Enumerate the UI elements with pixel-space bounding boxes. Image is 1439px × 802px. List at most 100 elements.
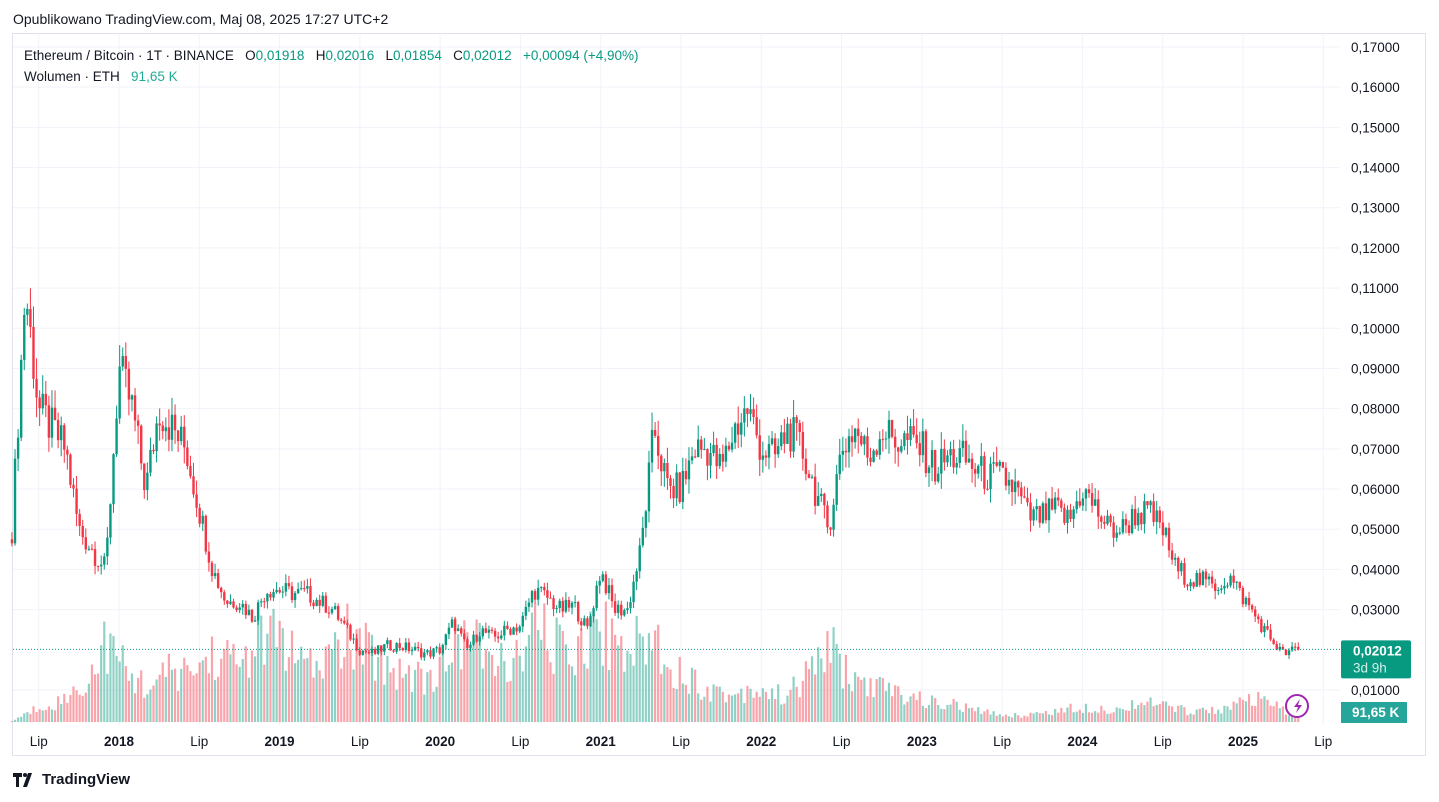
candle-body bbox=[306, 586, 309, 589]
candle-body bbox=[903, 433, 906, 447]
volume-bar bbox=[29, 713, 32, 722]
candle-body bbox=[1217, 589, 1220, 591]
volume-bar bbox=[1004, 714, 1008, 722]
volume-bar bbox=[1204, 709, 1208, 722]
x-tick-label: Lip bbox=[993, 734, 1011, 749]
volume-bar bbox=[490, 654, 494, 722]
tradingview-logo[interactable]: TradingView bbox=[13, 771, 130, 788]
candle-body bbox=[1180, 563, 1183, 572]
volume-bar bbox=[210, 636, 214, 722]
volume-bar bbox=[152, 685, 155, 722]
candle-body bbox=[349, 624, 352, 640]
candle-body bbox=[318, 599, 321, 606]
volume-bar bbox=[743, 703, 746, 722]
candle-body bbox=[770, 438, 774, 444]
volume-bar bbox=[1235, 703, 1238, 722]
volume-bar bbox=[447, 664, 451, 722]
volume-bar bbox=[1060, 707, 1063, 722]
volume-bar bbox=[133, 693, 137, 722]
volume-bar bbox=[1183, 707, 1186, 722]
volume-bar bbox=[1109, 713, 1112, 722]
candle-body bbox=[850, 436, 854, 443]
y-tick-label: 0,12000 bbox=[1351, 241, 1400, 256]
volume-bar bbox=[543, 603, 546, 722]
y-tick-label: 0,04000 bbox=[1351, 562, 1400, 577]
candle-body bbox=[183, 426, 186, 448]
volume-bar bbox=[170, 669, 174, 722]
volume-bar bbox=[900, 694, 903, 722]
volume-bar bbox=[1072, 712, 1075, 722]
candle-body bbox=[75, 488, 78, 514]
volume-bar bbox=[623, 671, 626, 722]
volume-bar bbox=[1023, 715, 1026, 722]
volume-bar bbox=[392, 668, 395, 722]
candle-body bbox=[487, 629, 491, 633]
candle-body bbox=[924, 431, 928, 474]
candle-body bbox=[392, 650, 395, 652]
volume-bar bbox=[697, 693, 700, 722]
volume-bar bbox=[549, 662, 552, 722]
volume-bar bbox=[918, 691, 921, 722]
ohlc-row: Ethereum / Bitcoin · 1T · BINANCE O0,019… bbox=[24, 45, 639, 66]
candle-body bbox=[1170, 550, 1174, 560]
volume-bar bbox=[352, 669, 355, 722]
volume-bar bbox=[595, 619, 598, 722]
candle-body bbox=[992, 462, 995, 464]
volume-bar bbox=[915, 699, 918, 722]
candle-body bbox=[973, 468, 977, 474]
candle-body bbox=[970, 458, 974, 469]
candle-body bbox=[1293, 646, 1297, 648]
candle-body bbox=[863, 436, 866, 445]
volume-bar bbox=[287, 657, 291, 722]
volume-bar bbox=[1103, 710, 1106, 722]
volume-bar bbox=[235, 664, 238, 722]
candle-body bbox=[1210, 576, 1214, 584]
candle-body bbox=[90, 548, 94, 550]
volume-bar bbox=[1038, 713, 1041, 722]
candle-body bbox=[737, 423, 740, 435]
candle-body bbox=[764, 455, 768, 458]
volume-bar bbox=[604, 601, 607, 722]
candle-body bbox=[580, 621, 583, 626]
volume-bar bbox=[755, 691, 758, 722]
candle-body bbox=[260, 601, 263, 603]
candle-body bbox=[1263, 625, 1266, 633]
candle-body bbox=[1081, 498, 1085, 506]
volume-bar bbox=[909, 696, 912, 722]
volume-bar bbox=[260, 615, 263, 722]
candle-body bbox=[315, 599, 318, 607]
volume-bar bbox=[1177, 705, 1180, 722]
candle-body bbox=[1133, 509, 1137, 526]
candle-body bbox=[1115, 532, 1118, 538]
volume-bar bbox=[1186, 715, 1189, 722]
volume-bar bbox=[512, 657, 515, 722]
candle-body bbox=[1047, 498, 1051, 521]
candle-body bbox=[810, 476, 814, 478]
volume-bar bbox=[998, 714, 1001, 722]
candle-body bbox=[607, 585, 611, 594]
volume-bar bbox=[764, 691, 767, 722]
volume-bar bbox=[20, 716, 23, 722]
chart-frame[interactable] bbox=[12, 33, 1426, 756]
candle-body bbox=[352, 638, 355, 640]
candle-body bbox=[361, 650, 364, 655]
candle-body bbox=[333, 606, 337, 610]
volume-bar bbox=[1257, 692, 1260, 722]
candle-body bbox=[410, 650, 414, 652]
candle-body bbox=[84, 537, 88, 550]
candle-body bbox=[1238, 581, 1242, 589]
volume-bar bbox=[1143, 705, 1146, 722]
candle-body bbox=[909, 426, 912, 441]
volume-bar bbox=[1260, 698, 1263, 722]
candle-body bbox=[475, 634, 478, 642]
candle-body bbox=[595, 585, 598, 609]
volume-bar bbox=[1201, 707, 1204, 722]
volume-bar bbox=[223, 648, 226, 722]
volume-bar bbox=[90, 664, 94, 722]
volume-bar bbox=[620, 636, 623, 722]
candle-body bbox=[792, 417, 795, 452]
candle-body bbox=[232, 601, 235, 608]
volume-bar bbox=[53, 710, 57, 722]
volume-bar bbox=[238, 666, 241, 722]
